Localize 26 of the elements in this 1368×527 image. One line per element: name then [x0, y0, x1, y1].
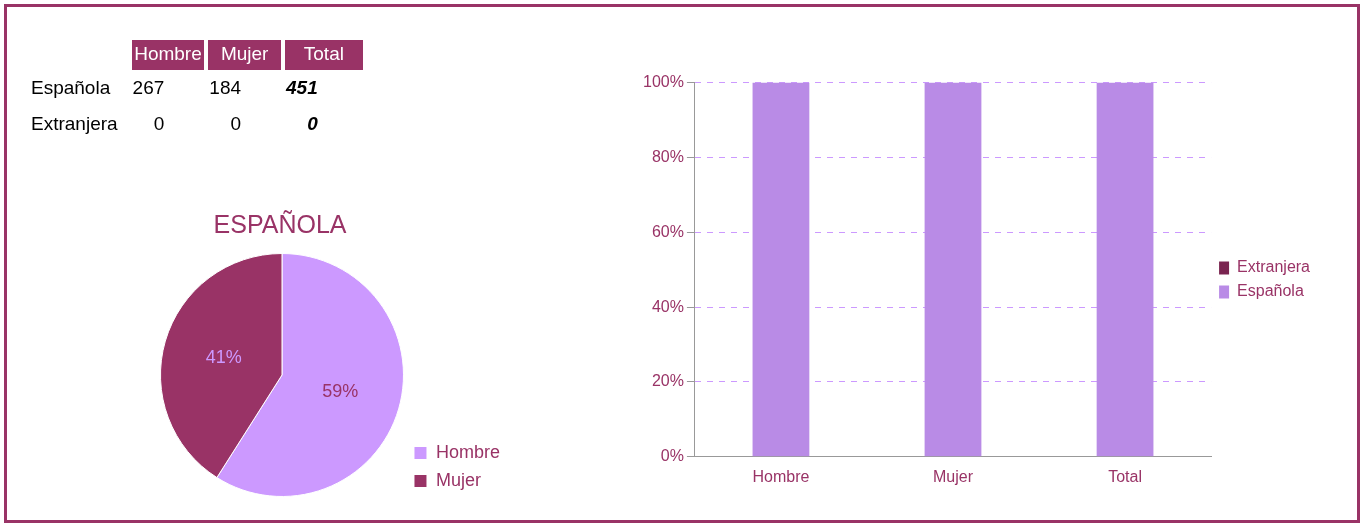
legend-label: Hombre: [435, 441, 501, 462]
data-label: 267: [131, 76, 166, 100]
data-label: 184: [208, 76, 242, 100]
y-tick-label: 60%: [651, 222, 684, 240]
x-tick-label: Mujer: [932, 467, 974, 485]
y-tick-label: 80%: [651, 147, 684, 165]
text: Extranjera: [30, 112, 119, 136]
data-label: 41%: [205, 347, 242, 368]
y-tick-label: 40%: [651, 297, 684, 315]
category-label: Total: [285, 40, 363, 70]
y-tick-label: 0%: [660, 447, 684, 465]
data-label: 0: [152, 112, 166, 136]
category-label: Hombre: [131, 40, 205, 70]
chart-title: ESPAÑOLA: [212, 210, 348, 239]
data-label: 0: [229, 112, 242, 136]
data-label: 0: [306, 112, 319, 136]
data-label: 59%: [322, 380, 359, 401]
y-tick-label: 20%: [651, 372, 684, 390]
legend-label: Española: [1237, 282, 1304, 300]
category-label: Mujer: [208, 40, 282, 70]
data-label: 451: [285, 76, 319, 100]
x-tick-label: Total: [1108, 467, 1142, 485]
text: Española: [30, 76, 112, 100]
x-tick-label: Hombre: [752, 467, 810, 485]
y-tick-label: 100%: [643, 73, 684, 91]
legend-label: Extranjera: [1237, 258, 1311, 276]
